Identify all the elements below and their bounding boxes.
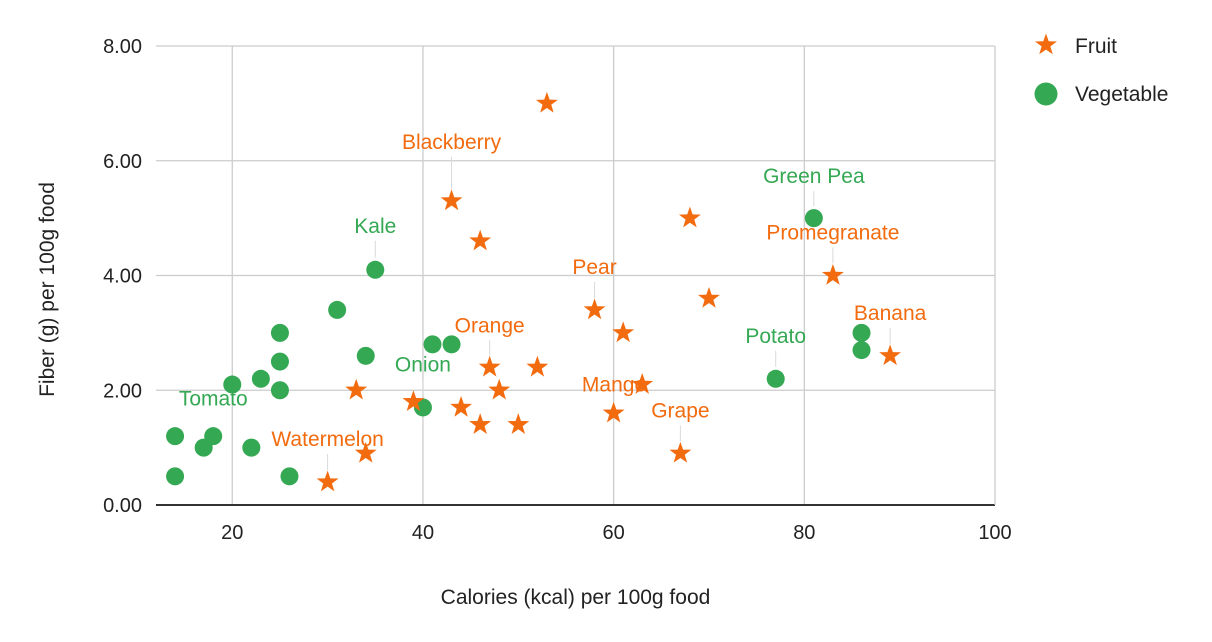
vegetable-point	[242, 438, 261, 457]
vegetable-point	[356, 346, 375, 365]
vegetable-point	[251, 369, 270, 388]
point-label: Watermelon	[271, 428, 383, 451]
vegetable-point	[766, 369, 785, 388]
data-points	[166, 91, 902, 492]
y-tick-labels: 0.00 2.00 4.00 6.00 8.00	[103, 36, 142, 517]
y-tick-label: 6.00	[103, 151, 142, 173]
fruit-point	[354, 441, 377, 463]
point-label: Orange	[455, 314, 525, 337]
fruit-point	[879, 344, 902, 366]
vegetable-point	[270, 352, 289, 371]
point-label: Tomato	[179, 388, 248, 411]
vegetable-point	[413, 398, 432, 417]
vegetable-point	[328, 300, 347, 319]
y-tick-label: 2.00	[103, 380, 142, 402]
point-label: Green Pea	[763, 165, 865, 188]
fruit-point	[698, 286, 720, 308]
point-label: Kale	[354, 215, 396, 238]
fruit-point	[507, 413, 530, 434]
fruit-point	[678, 206, 701, 228]
point-label: Pear	[572, 256, 616, 279]
x-tick-labels: 20 40 60 80 100	[221, 522, 1012, 544]
vegetable-point	[223, 375, 242, 394]
fruit-point	[602, 401, 625, 423]
point-label: Blackberry	[402, 131, 502, 154]
legend-circle-marker	[1034, 82, 1058, 106]
fruit-point	[612, 321, 635, 343]
x-tick-label: 20	[221, 522, 243, 544]
gridlines	[156, 45, 995, 505]
fruit-point	[526, 355, 549, 377]
fruit-point	[488, 378, 511, 400]
point-label: Onion	[395, 353, 451, 376]
vegetable-point	[423, 335, 442, 354]
y-tick-label: 4.00	[103, 266, 142, 288]
point-label: Grape	[651, 399, 709, 422]
fruit-point	[469, 413, 492, 434]
legend: Fruit Vegetable	[1034, 33, 1168, 106]
vegetable-point	[852, 341, 871, 360]
fruit-point	[450, 395, 473, 417]
legend-star-marker	[1035, 33, 1057, 55]
vegetable-point	[852, 323, 871, 342]
legend-item-fruit: Fruit	[1035, 33, 1117, 58]
vegetable-point	[270, 381, 289, 400]
fruit-point	[478, 355, 501, 377]
y-tick-label: 0.00	[103, 495, 142, 517]
fruit-point	[345, 378, 368, 400]
fruit-point	[669, 441, 692, 463]
fruit-point	[535, 91, 558, 113]
x-tick-label: 80	[793, 522, 815, 544]
vegetable-point	[166, 427, 185, 446]
fruit-point	[469, 229, 492, 251]
point-label: Potato	[745, 325, 806, 348]
vegetable-point	[166, 467, 185, 486]
fruit-point	[316, 470, 339, 492]
point-label: Mango	[582, 373, 646, 396]
y-tick-label: 8.00	[103, 36, 142, 58]
fruit-point	[402, 390, 425, 412]
vegetable-point	[804, 209, 823, 228]
x-axis-title: Calories (kcal) per 100g food	[441, 586, 711, 609]
fruit-point	[631, 373, 654, 394]
point-label: Promegranate	[766, 222, 899, 245]
vegetable-point	[442, 335, 461, 354]
fruit-point	[440, 189, 463, 211]
vegetable-point	[270, 323, 289, 342]
legend-item-vegetable: Vegetable	[1034, 82, 1168, 106]
legend-label-fruit: Fruit	[1075, 35, 1117, 58]
x-tick-label: 40	[412, 522, 434, 544]
y-axis-title: Fiber (g) per 100g food	[36, 182, 59, 397]
fruit-point	[583, 298, 606, 320]
vegetable-point	[280, 467, 299, 486]
legend-label-vegetable: Vegetable	[1075, 83, 1168, 106]
label-leader-lines	[327, 156, 891, 471]
axes	[156, 46, 996, 506]
vegetable-point	[204, 427, 223, 446]
point-label: Banana	[854, 302, 927, 325]
x-tick-label: 100	[978, 522, 1011, 544]
x-tick-label: 60	[603, 522, 625, 544]
fruit-point	[821, 264, 844, 285]
point-labels: Blackberry Kale Green Pea Promegranate Pear O…	[179, 131, 927, 451]
vegetable-point	[366, 260, 385, 279]
